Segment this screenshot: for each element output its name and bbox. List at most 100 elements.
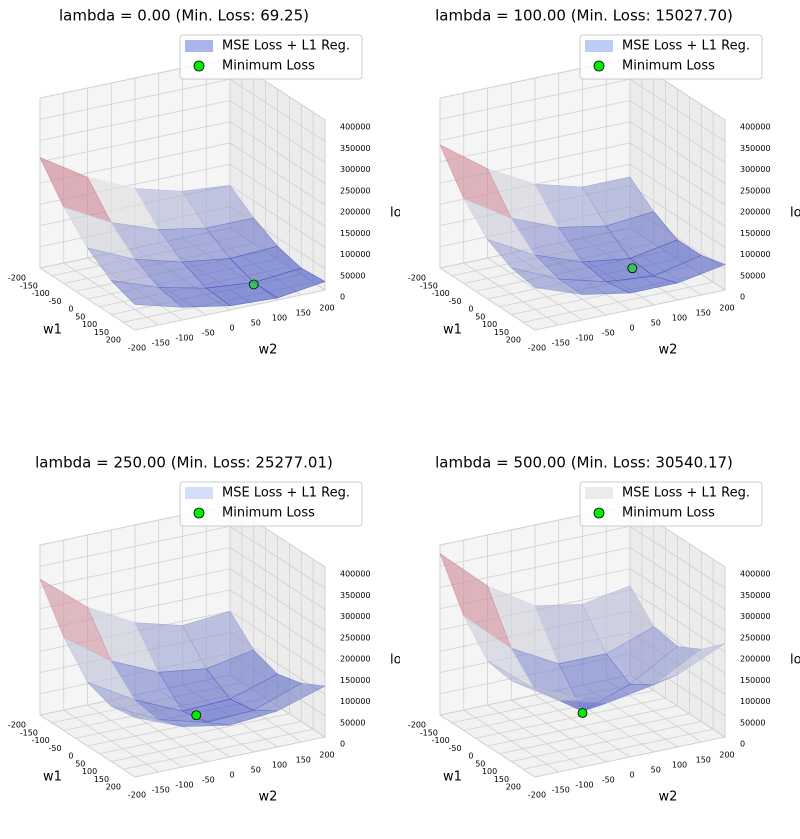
grid-line [487, 704, 583, 768]
surface-patch [511, 680, 583, 701]
loss-tick-label: 150000 [340, 676, 371, 685]
legend-label: Minimum Loss [622, 59, 715, 74]
legend-label: Minimum Loss [222, 506, 315, 521]
w2-tick-label: 100 [272, 314, 287, 323]
grid-line [39, 547, 231, 588]
loss-axis-label: loss [390, 206, 415, 221]
grid-line [229, 610, 326, 674]
w2-tick-label: 50 [651, 766, 661, 775]
w1-tick-label: -100 [32, 289, 50, 298]
w1-axis-label: w1 [443, 323, 462, 338]
w2-tick-label: 100 [672, 761, 687, 770]
w2-tick-label: -100 [175, 334, 193, 343]
w2-tick-label: 50 [251, 319, 261, 328]
w1-tick-label: 0 [68, 305, 73, 314]
grid-line [229, 185, 326, 248]
grid-line [511, 699, 607, 763]
chart-title: lambda = 0.00 (Min. Loss: 69.25) [59, 7, 309, 25]
loss-tick-label: 100000 [740, 697, 771, 706]
w2-tick-label: -150 [152, 339, 170, 348]
w1-tick-label: 200 [106, 783, 121, 792]
w1-tick-label: 150 [494, 328, 509, 337]
w2-tick-label: -100 [175, 781, 193, 790]
legend-box [579, 34, 763, 80]
minimum-point [191, 710, 202, 721]
minimum-point [627, 263, 638, 274]
chart-title: lambda = 500.00 (Min. Loss: 30540.17) [435, 454, 733, 472]
w2-tick-label: 200 [319, 304, 334, 313]
w1-axis-label: w1 [43, 323, 62, 338]
w1-tick-label: 150 [94, 328, 109, 337]
w2-tick-label: 100 [272, 761, 287, 770]
w1-tick-label: -200 [408, 721, 426, 730]
legend-label: MSE Loss + L1 Reg. [222, 39, 350, 54]
legend-label: Minimum Loss [622, 506, 715, 521]
w2-tick-label: 100 [672, 314, 687, 323]
loss-tick-label: 350000 [340, 591, 371, 600]
w2-tick-label: 50 [251, 766, 261, 775]
legend-box [579, 481, 763, 527]
w1-axis-label: w1 [43, 770, 62, 785]
w1-tick-label: -150 [420, 728, 438, 737]
legend-swatch [585, 487, 613, 499]
w1-tick-label: 50 [475, 312, 485, 321]
w1-tick-label: 150 [494, 775, 509, 784]
legend-marker [593, 507, 605, 519]
grid-line [629, 568, 726, 632]
subplot: -200-150-100-50050100150200-200-150-100-… [8, 454, 400, 805]
loss-tick-label: 350000 [740, 144, 771, 153]
loss-tick-label: 100000 [340, 250, 371, 259]
chart-title: lambda = 250.00 (Min. Loss: 25277.01) [35, 454, 333, 472]
grid-line [463, 262, 559, 326]
grid-line [629, 121, 726, 185]
grid-line [229, 525, 326, 589]
grid-line [229, 547, 326, 610]
grid-line [39, 78, 231, 120]
w2-tick-label: -150 [152, 786, 170, 795]
grid-line [629, 100, 726, 163]
grid-line [439, 267, 536, 331]
w1-tick-label: 100 [482, 767, 497, 776]
w2-axis-label: w2 [659, 343, 678, 358]
w1-tick-label: 100 [82, 767, 97, 776]
loss-tick-label: 350000 [340, 144, 371, 153]
loss-tick-label: 0 [340, 740, 345, 749]
legend-marker [193, 60, 205, 72]
legend-label: MSE Loss + L1 Reg. [622, 486, 750, 501]
loss-tick-label: 150000 [340, 229, 371, 238]
loss-tick-label: 150000 [740, 676, 771, 685]
loss-tick-label: 350000 [740, 591, 771, 600]
w1-tick-label: -150 [420, 281, 438, 290]
w2-tick-label: -200 [128, 344, 146, 353]
loss-tick-label: 250000 [340, 633, 371, 642]
grid-line [39, 714, 136, 778]
grid-line [629, 185, 726, 248]
grid-line [229, 142, 326, 206]
legend-box [179, 481, 363, 527]
loss-tick-label: 150000 [740, 229, 771, 238]
grid-line [439, 78, 631, 120]
legend-box [179, 34, 363, 80]
loss-tick-label: 300000 [740, 612, 771, 621]
loss-tick-label: 300000 [340, 165, 371, 174]
w1-tick-label: 0 [68, 752, 73, 761]
w2-tick-label: -50 [602, 329, 615, 338]
grid-line [39, 267, 136, 331]
w2-tick-label: -50 [602, 776, 615, 785]
legend-marker [593, 60, 605, 72]
grid-line [439, 714, 536, 778]
grid-line [629, 78, 726, 142]
legend-label: MSE Loss + L1 Reg. [222, 486, 350, 501]
w2-tick-label: -200 [128, 791, 146, 800]
loss-tick-label: 0 [740, 740, 745, 749]
w1-tick-label: 50 [475, 759, 485, 768]
loss-tick-label: 300000 [740, 165, 771, 174]
minimum-point [248, 279, 259, 290]
w1-tick-label: -50 [449, 297, 462, 306]
chart-title: lambda = 100.00 (Min. Loss: 15027.70) [435, 7, 733, 25]
w2-tick-label: 50 [651, 319, 661, 328]
loss-tick-label: 400000 [740, 123, 771, 132]
legend-label: MSE Loss + L1 Reg. [622, 39, 750, 54]
w2-tick-label: -150 [552, 786, 570, 795]
